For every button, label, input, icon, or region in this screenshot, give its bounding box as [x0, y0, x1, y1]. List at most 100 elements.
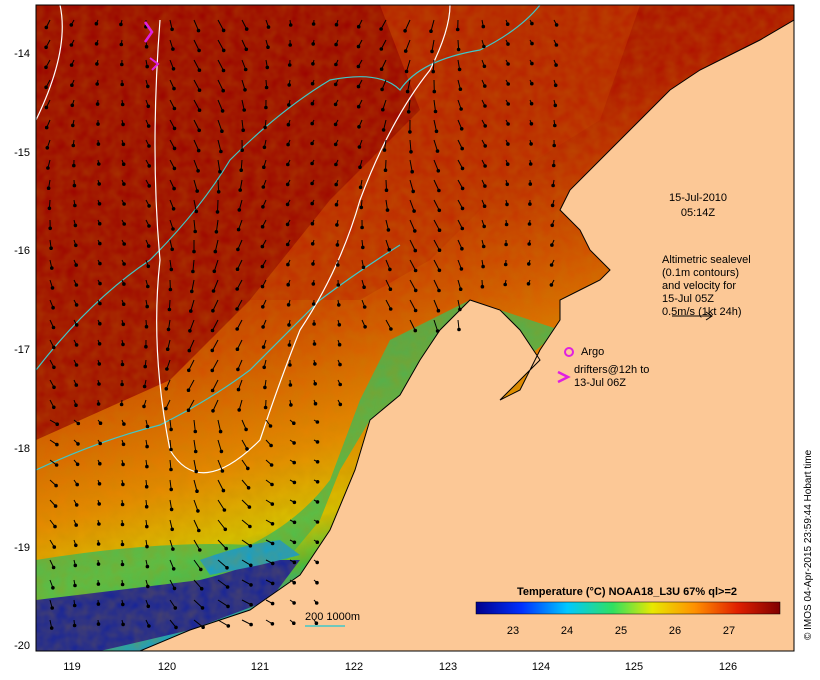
velocity-arrow — [191, 279, 195, 292]
velocity-arrow-head — [120, 362, 125, 367]
velocity-arrow-head — [406, 110, 411, 114]
velocity-arrow-head — [359, 205, 364, 210]
velocity-arrow-head — [52, 405, 56, 410]
velocity-arrow-head — [221, 488, 226, 493]
velocity-arrow-head — [197, 528, 201, 533]
velocity-arrow-head — [379, 27, 383, 31]
velocity-arrow-head — [52, 365, 56, 370]
velocity-arrow-head — [119, 402, 124, 407]
velocity-arrow — [193, 459, 197, 472]
velocity-arrow — [433, 219, 440, 231]
velocity-arrow — [189, 319, 195, 331]
velocity-arrow-head — [69, 23, 74, 27]
velocity-arrow-head — [413, 268, 418, 273]
lat-tick: -16 — [14, 245, 30, 257]
velocity-arrow-head — [122, 282, 126, 286]
velocity-arrow-head — [263, 385, 267, 390]
velocity-arrow-head — [69, 43, 74, 47]
velocity-arrow-head — [50, 266, 54, 270]
velocity-arrow-head — [76, 421, 81, 426]
velocity-arrow-head — [145, 304, 149, 309]
velocity-arrow-head — [188, 329, 192, 333]
velocity-arrow-head — [292, 500, 297, 505]
velocity-arrow — [409, 139, 412, 152]
lon-tick: 124 — [532, 661, 550, 673]
velocity-arrow-head — [221, 88, 225, 93]
velocity-arrow-head — [72, 623, 77, 628]
velocity-arrow-head — [315, 540, 320, 545]
velocity-arrow-head — [71, 123, 75, 128]
colorbar-tick: 23 — [507, 625, 519, 637]
velocity-arrow — [217, 179, 220, 192]
velocity-arrow-head — [483, 144, 488, 148]
velocity-arrow-head — [530, 41, 534, 46]
velocity-arrow-head — [458, 87, 463, 91]
velocity-arrow-head — [292, 601, 296, 605]
velocity-arrow-head — [338, 402, 343, 407]
velocity-arrow-head — [286, 262, 290, 267]
velocity-arrow-head — [315, 460, 320, 464]
colorbar-tick: 27 — [723, 625, 735, 637]
velocity-arrow-head — [98, 281, 102, 286]
velocity-arrow-head — [315, 420, 320, 424]
velocity-arrow-head — [144, 484, 149, 489]
velocity-arrow-head — [51, 325, 56, 330]
velocity-arrow-head — [44, 105, 49, 110]
velocity-arrow-head — [458, 307, 462, 312]
velocity-arrow-head — [225, 566, 229, 570]
velocity-arrow-head — [49, 626, 54, 630]
velocity-arrow-head — [74, 263, 78, 267]
velocity-arrow — [433, 179, 440, 191]
colorbar: Temperature (°C) NOAA18_L3U 67% ql>=2 23… — [475, 586, 781, 637]
velocity-arrow-head — [483, 164, 487, 168]
velocity-arrow-head — [144, 44, 149, 49]
velocity-arrow-head — [380, 87, 384, 92]
velocity-arrow — [193, 79, 200, 91]
map-frame — [35, 4, 795, 652]
velocity-arrow — [193, 499, 199, 512]
velocity-arrow-head — [403, 29, 407, 33]
velocity-arrow-head — [482, 204, 487, 208]
velocity-arrow — [433, 239, 440, 251]
velocity-arrow-head — [97, 502, 101, 506]
velocity-arrow-head — [482, 224, 487, 229]
velocity-arrow-head — [196, 28, 201, 33]
velocity-arrow-head — [270, 502, 275, 506]
velocity-arrow-head — [456, 47, 461, 52]
velocity-arrow — [407, 79, 411, 92]
velocity-arrow-head — [530, 61, 534, 66]
date-label: 15-Jul-2010 — [669, 192, 727, 204]
velocity-arrow-head — [164, 406, 168, 411]
velocity-arrow-head — [506, 102, 511, 106]
lon-tick: 122 — [345, 661, 363, 673]
velocity-arrow-head — [360, 225, 364, 230]
velocity-arrow-head — [244, 47, 249, 52]
velocity-arrow-head — [239, 168, 243, 172]
velocity-arrow — [188, 379, 195, 391]
velocity-arrow-head — [200, 606, 205, 610]
velocity-arrow-head — [429, 29, 433, 34]
velocity-arrow-head — [170, 247, 174, 252]
velocity-arrow — [217, 439, 222, 452]
velocity-arrow-head — [270, 482, 274, 487]
velocity-arrow-head — [334, 42, 338, 47]
velocity-arrow-head — [169, 447, 173, 452]
velocity-arrow-head — [270, 581, 275, 586]
velocity-arrow-head — [413, 308, 418, 313]
velocity-arrow-head — [363, 325, 367, 329]
velocity-arrow — [213, 259, 219, 272]
velocity-arrow-head — [435, 329, 440, 333]
velocity-arrow-head — [553, 83, 558, 88]
velocity-arrow-head — [70, 103, 75, 108]
velocity-arrow-head — [122, 182, 126, 186]
velocity-arrow-head — [120, 562, 125, 567]
velocity-arrow-head — [197, 68, 202, 72]
velocity-arrow-head — [287, 343, 292, 347]
velocity-arrow-head — [527, 242, 532, 246]
lon-tick: 126 — [719, 661, 737, 673]
velocity-arrow-head — [413, 328, 418, 333]
velocity-arrow-head — [235, 327, 239, 331]
velocity-arrow — [433, 159, 439, 171]
velocity-arrow-head — [381, 107, 385, 112]
velocity-arrow-head — [244, 27, 249, 31]
